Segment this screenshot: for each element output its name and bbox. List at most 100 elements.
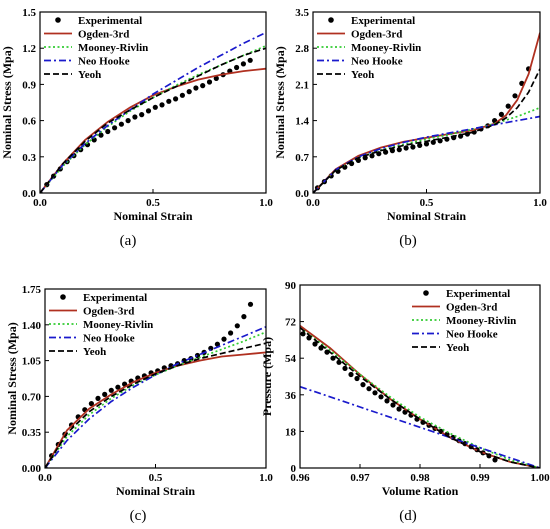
legend-marker <box>423 290 429 296</box>
x-tick-label: 1.0 <box>533 197 547 209</box>
plot-frame <box>39 11 267 194</box>
y-tick-label: 1.2 <box>22 43 36 55</box>
data-point <box>360 382 366 388</box>
legend-label: Mooney-Rivlin <box>351 42 421 54</box>
x-tick-label: 0.99 <box>470 472 490 484</box>
y-tick-label: 1.05 <box>22 356 42 368</box>
series-line-yeoh <box>313 68 540 193</box>
data-point <box>348 371 354 378</box>
y-tick-label: 2.8 <box>295 43 309 55</box>
data-point <box>118 121 124 127</box>
x-axis-label: Volume Ration <box>382 484 459 498</box>
legend-label: Yeoh <box>351 69 374 81</box>
chart-panel-2: 0.0 0.5 1.0 0.0 0.7 1.4 2.1 2.8 3.5 Nominal Strai… <box>273 7 547 249</box>
data-point <box>240 61 246 67</box>
data-point <box>88 401 94 407</box>
y-tick-label: 0 <box>291 463 297 475</box>
data-point <box>95 395 101 401</box>
x-tick-label: 1.00 <box>530 472 550 484</box>
legend-marker <box>328 17 334 23</box>
legend-label: Ogden-3rd <box>83 306 134 318</box>
data-point <box>498 111 504 117</box>
y-tick-label: 0.70 <box>22 391 42 403</box>
y-tick-label: 54 <box>285 353 297 365</box>
data-point <box>132 114 138 120</box>
data-point <box>234 323 240 329</box>
x-tick-label: 0.0 <box>38 472 52 484</box>
x-axis-label: Nominal Strain <box>387 209 466 223</box>
x-tick-label: 0.0 <box>306 197 320 209</box>
y-axis-label: Pressure (Mpa) <box>260 337 274 416</box>
x-tick-label: 0.5 <box>146 197 160 209</box>
series-line-yeoh <box>45 342 266 468</box>
plot-frame <box>44 288 267 469</box>
data-point <box>372 390 378 396</box>
data-point <box>125 118 131 124</box>
legend-label: Experimental <box>446 288 510 300</box>
data-point <box>330 355 336 361</box>
legend-label: Ogden-3rd <box>351 29 402 41</box>
data-point <box>200 83 206 89</box>
data-point <box>505 103 511 109</box>
chart-panel-3: 0.0 0.5 1.0 0.00 0.35 0.70 1.05 1.40 1.75 Nominal… <box>5 284 273 524</box>
legend-label: Neo Hooke <box>78 56 130 68</box>
legend-label: Experimental <box>351 15 415 27</box>
y-tick-label: 0.3 <box>22 152 36 164</box>
legend-marker <box>60 294 66 300</box>
data-point <box>108 387 114 393</box>
data-point <box>410 144 416 150</box>
data-point <box>396 147 402 153</box>
data-point <box>492 457 498 463</box>
series-line-ogden-3rd <box>45 351 266 468</box>
chart-panel-4: 0.96 0.97 0.98 0.99 1.00 0 18 36 54 72 90 Volume Ra… <box>260 280 550 524</box>
legend-label: Neo Hooke <box>351 56 403 68</box>
panel-label: (a) <box>120 233 137 249</box>
data-point <box>336 359 342 365</box>
data-point <box>152 104 158 110</box>
data-point <box>389 148 395 154</box>
data-point <box>221 336 227 342</box>
legend-marker <box>55 17 61 23</box>
legend-label: Experimental <box>78 15 142 27</box>
panel-label: (b) <box>399 233 417 249</box>
legend-label: Neo Hooke <box>83 333 135 345</box>
panel-label: (c) <box>130 508 147 524</box>
legend-label: Ogden-3rd <box>446 302 497 314</box>
legend-label: Mooney-Rivlin <box>83 319 153 331</box>
legend-label: Experimental <box>83 292 147 304</box>
x-tick-label: 0.96 <box>290 472 310 484</box>
x-tick-label: 0.5 <box>420 197 434 209</box>
data-point <box>241 314 247 320</box>
data-point <box>384 398 390 404</box>
data-point <box>145 108 152 114</box>
y-tick-label: 0.0 <box>22 188 36 200</box>
series-line-yeoh <box>300 327 540 468</box>
data-point <box>206 79 213 85</box>
legend-label: Yeoh <box>78 69 101 81</box>
data-point <box>378 394 384 400</box>
legend-label: Yeoh <box>83 346 106 358</box>
y-tick-label: 0.7 <box>295 152 309 164</box>
series-line-neo-hooke <box>300 385 540 468</box>
x-tick-label: 0.98 <box>410 472 430 484</box>
series-line-ogden-3rd <box>313 32 540 193</box>
data-point <box>102 391 108 397</box>
series-experimental <box>40 57 253 193</box>
series-line-neo-hooke <box>313 115 540 193</box>
data-point <box>354 375 360 382</box>
series-line-mooney-rivlin <box>40 45 266 193</box>
y-tick-label: 36 <box>285 390 297 402</box>
y-tick-label: 0.0 <box>295 188 309 200</box>
data-point <box>430 139 436 145</box>
series-line-ogden-3rd <box>300 324 540 468</box>
series-line-mooney-rivlin <box>300 327 540 468</box>
data-point <box>342 365 348 371</box>
y-tick-label: 1.5 <box>22 7 36 19</box>
x-tick-label: 0.0 <box>33 197 47 209</box>
legend-label: Yeoh <box>446 342 469 354</box>
x-axis-label: Nominal Strain <box>116 484 195 498</box>
data-point <box>228 330 234 336</box>
